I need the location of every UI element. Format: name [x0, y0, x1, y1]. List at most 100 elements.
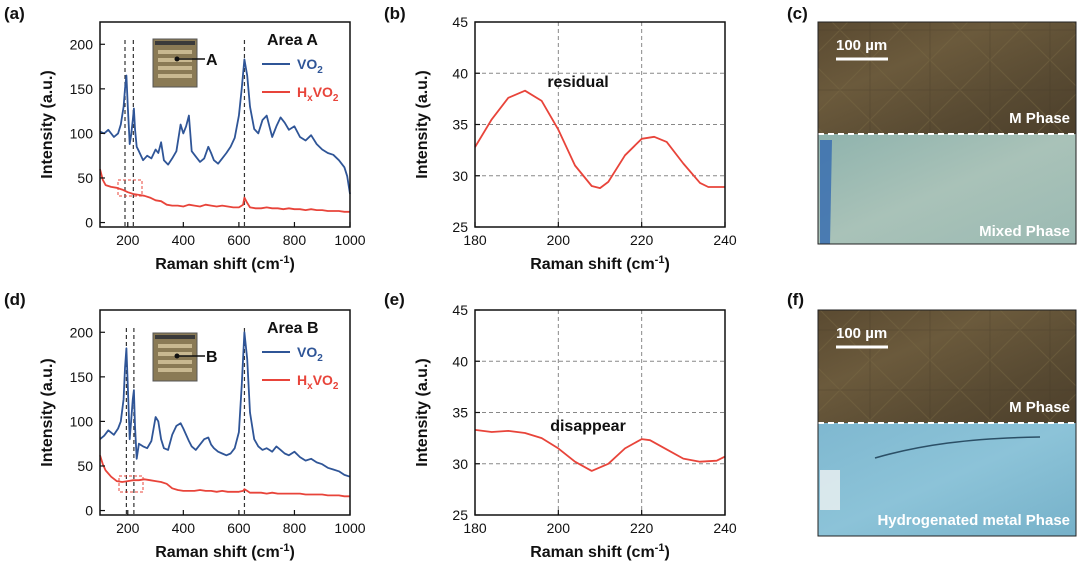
scale-label: 100 µm: [836, 37, 887, 54]
inset-label-a: A: [206, 52, 218, 69]
y-tick-label: 50: [77, 170, 93, 186]
x-tick-label: 400: [172, 520, 196, 536]
micrograph-c: 100 µm M Phase Mixed Phase: [817, 21, 1077, 245]
phase-label-bottom: Hydrogenated metal Phase: [877, 512, 1070, 529]
y-tick-label: 35: [452, 117, 468, 133]
y-axis-label: Intensity (a.u.): [39, 358, 56, 466]
device-photo: [152, 332, 198, 382]
series-line-vo2: [99, 331, 351, 478]
device-inset-d: B: [152, 332, 218, 382]
y-tick-label: 40: [452, 353, 468, 369]
panel-label-a: (a): [4, 4, 25, 23]
y-axis-label: Intensity (a.u.): [414, 70, 431, 178]
y-tick-label: 45: [452, 302, 468, 318]
y-axis-label: Intensity (a.u.): [39, 70, 56, 178]
y-tick-label: 100: [70, 125, 94, 141]
micrograph-f: 100 µm M Phase Hydrogenated metal Phase: [817, 309, 1077, 537]
device-finger: [158, 360, 192, 364]
x-axis-label: Raman shift (cm-1): [530, 542, 670, 561]
series-line-hxvo2: [99, 168, 350, 213]
y-tick-label: 150: [70, 81, 94, 97]
device-photo: [152, 38, 198, 88]
micrograph-frame: [817, 21, 1077, 245]
x-tick-label: 240: [713, 520, 737, 536]
legend-label-vo2: VO2: [297, 56, 323, 76]
y-tick-label: 40: [452, 65, 468, 81]
x-tick-label: 200: [547, 520, 571, 536]
device-electrode: [155, 41, 195, 45]
scale-label: 100 µm: [836, 325, 887, 342]
y-tick-label: 200: [70, 36, 94, 52]
device-finger: [158, 344, 192, 348]
panel-label-e: (e): [384, 290, 405, 309]
y-tick-label: 45: [452, 14, 468, 30]
device-finger: [158, 50, 192, 54]
x-tick-label: 800: [283, 232, 307, 248]
device-finger: [158, 368, 192, 372]
x-tick-label: 220: [630, 520, 654, 536]
y-tick-label: 50: [77, 458, 93, 474]
x-tick-label: 180: [463, 232, 487, 248]
bright-edge: [820, 470, 840, 510]
y-tick-label: 30: [452, 168, 468, 184]
panel-label-c: (c): [787, 4, 808, 23]
device-finger: [158, 352, 192, 356]
x-tick-label: 1000: [334, 232, 365, 248]
chart-annotation: Area B: [267, 320, 319, 337]
legend-label-vo2: VO2: [297, 344, 323, 364]
x-tick-label: 800: [283, 520, 307, 536]
grain-texture: [818, 310, 1076, 423]
phase-label-bottom: Mixed Phase: [979, 223, 1070, 240]
x-axis-label: Raman shift (cm-1): [530, 254, 670, 273]
series-line-hxvo2: [474, 429, 726, 472]
panel-label-b: (b): [384, 4, 406, 23]
legend-label-hxvo2: HxVO2: [297, 372, 339, 392]
x-tick-label: 600: [227, 232, 251, 248]
device-finger: [158, 66, 192, 70]
plot-frame: [99, 309, 351, 516]
chart-b: 180 200 220 240 25 30 35 40 45 Raman shift (cm-1)…: [414, 14, 737, 273]
legend-label-hxvo2: HxVO2: [297, 84, 339, 104]
legend-d: VO2 HxVO2: [262, 344, 339, 392]
x-axis-label: Raman shift (cm-1): [155, 254, 295, 273]
y-tick-label: 0: [85, 215, 93, 231]
phase-label-top: M Phase: [1009, 399, 1070, 416]
phase-label-top: M Phase: [1009, 110, 1070, 127]
y-tick-label: 200: [70, 324, 94, 340]
chart-annotation: Area A: [267, 32, 318, 49]
series-line-hxvo2: [99, 455, 350, 498]
y-tick-label: 25: [452, 507, 468, 523]
series-line-hxvo2: [474, 89, 725, 190]
x-tick-label: 180: [463, 520, 487, 536]
x-tick-label: 220: [630, 232, 654, 248]
chart-annotation: residual: [547, 74, 608, 91]
x-axis-label: Raman shift (cm-1): [155, 542, 295, 561]
chart-annotation: disappear: [550, 418, 626, 435]
hydrogenated-phase-region: [818, 423, 1076, 536]
y-tick-label: 25: [452, 219, 468, 235]
chart-e: 180 200 220 240 25 30 35 40 45 Raman shift (cm-1)…: [414, 302, 737, 561]
series-line-vo2: [99, 58, 351, 195]
x-tick-label: 200: [116, 520, 140, 536]
grain-texture: [818, 22, 1076, 134]
panel-label-f: (f): [787, 290, 804, 309]
micrograph-frame: [817, 309, 1077, 537]
blue-edge: [820, 140, 832, 244]
x-tick-label: 1000: [334, 520, 365, 536]
x-tick-label: 400: [172, 232, 196, 248]
y-tick-label: 30: [452, 456, 468, 472]
legend-a: VO2 HxVO2: [262, 56, 339, 104]
y-axis-label: Intensity (a.u.): [414, 358, 431, 466]
x-tick-label: 200: [547, 232, 571, 248]
y-tick-label: 35: [452, 405, 468, 421]
device-inset-a: A: [152, 38, 218, 88]
crack-line: [874, 436, 1041, 459]
y-tick-label: 0: [85, 503, 93, 519]
zoom-region-box: [118, 475, 144, 493]
device-finger: [158, 74, 192, 78]
y-tick-label: 150: [70, 369, 94, 385]
mixed-phase-region: [818, 134, 1076, 244]
chart-a: 200 400 600 800 1000 0 50 100 150 200 Raman shift …: [39, 21, 366, 273]
plot-frame: [99, 21, 351, 228]
